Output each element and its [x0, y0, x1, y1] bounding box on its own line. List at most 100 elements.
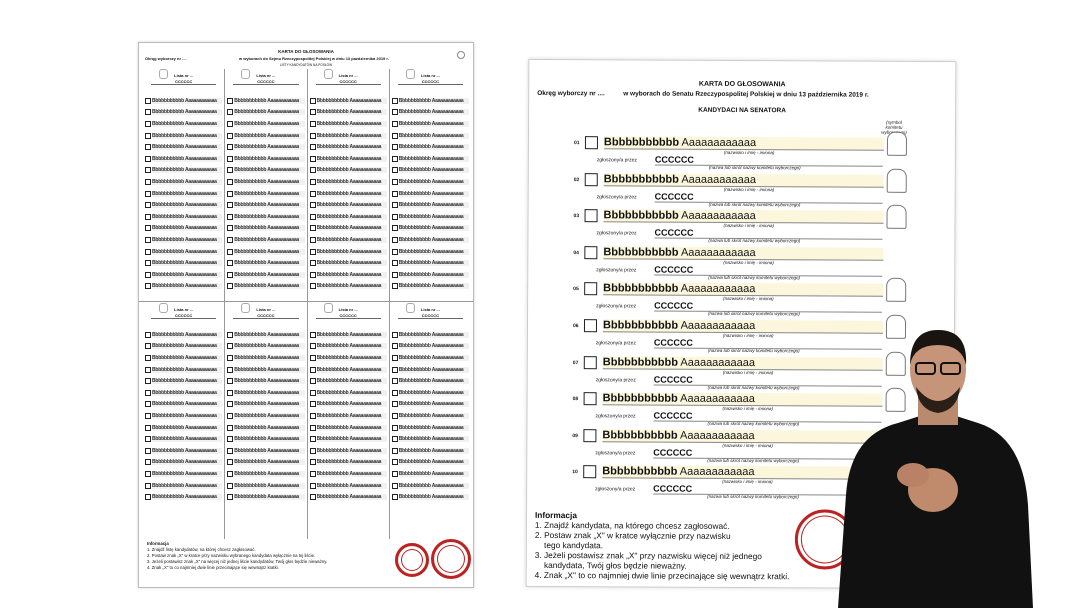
vote-checkbox[interactable]: [227, 283, 234, 290]
vote-checkbox[interactable]: [583, 428, 597, 443]
vote-checkbox[interactable]: [391, 202, 398, 209]
vote-checkbox[interactable]: [309, 343, 316, 350]
vote-checkbox[interactable]: [227, 271, 234, 278]
vote-checkbox[interactable]: [391, 331, 398, 338]
vote-checkbox[interactable]: [227, 236, 234, 243]
vote-checkbox[interactable]: [391, 354, 398, 361]
vote-checkbox[interactable]: [227, 109, 234, 116]
vote-checkbox[interactable]: [391, 401, 398, 408]
vote-checkbox[interactable]: [391, 190, 398, 197]
vote-checkbox[interactable]: [227, 190, 234, 197]
vote-checkbox[interactable]: [583, 392, 597, 406]
vote-checkbox[interactable]: [391, 248, 398, 255]
vote-checkbox[interactable]: [391, 236, 398, 243]
vote-checkbox[interactable]: [145, 178, 151, 185]
vote-checkbox[interactable]: [145, 447, 151, 454]
vote-checkbox[interactable]: [309, 482, 316, 489]
vote-checkbox[interactable]: [391, 167, 398, 174]
vote-checkbox[interactable]: [583, 355, 597, 369]
vote-checkbox[interactable]: [227, 366, 234, 373]
vote-checkbox[interactable]: [227, 155, 234, 162]
vote-checkbox[interactable]: [584, 172, 598, 186]
vote-checkbox[interactable]: [145, 248, 151, 255]
vote-checkbox[interactable]: [145, 331, 151, 338]
vote-checkbox[interactable]: [145, 283, 151, 290]
vote-checkbox[interactable]: [227, 167, 234, 174]
vote-checkbox[interactable]: [309, 248, 316, 255]
vote-checkbox[interactable]: [309, 167, 316, 174]
vote-checkbox[interactable]: [391, 389, 398, 396]
vote-checkbox[interactable]: [145, 97, 151, 104]
vote-checkbox[interactable]: [584, 282, 598, 296]
vote-checkbox[interactable]: [583, 465, 597, 479]
vote-checkbox[interactable]: [309, 470, 316, 477]
vote-checkbox[interactable]: [391, 213, 398, 220]
vote-checkbox[interactable]: [391, 482, 398, 489]
vote-checkbox[interactable]: [584, 136, 598, 150]
vote-checkbox[interactable]: [391, 470, 398, 477]
vote-checkbox[interactable]: [227, 178, 234, 185]
vote-checkbox[interactable]: [309, 389, 316, 396]
vote-checkbox[interactable]: [227, 424, 234, 431]
vote-checkbox[interactable]: [391, 144, 398, 151]
vote-checkbox[interactable]: [391, 109, 398, 116]
vote-checkbox[interactable]: [145, 213, 151, 220]
vote-checkbox[interactable]: [145, 424, 151, 431]
vote-checkbox[interactable]: [309, 331, 316, 338]
vote-checkbox[interactable]: [227, 213, 234, 220]
vote-checkbox[interactable]: [227, 202, 234, 209]
vote-checkbox[interactable]: [309, 97, 316, 104]
vote-checkbox[interactable]: [391, 378, 398, 385]
vote-checkbox[interactable]: [145, 132, 151, 139]
vote-checkbox[interactable]: [145, 225, 151, 232]
vote-checkbox[interactable]: [145, 144, 151, 151]
vote-checkbox[interactable]: [227, 260, 234, 267]
vote-checkbox[interactable]: [145, 470, 151, 477]
vote-checkbox[interactable]: [145, 271, 151, 278]
vote-checkbox[interactable]: [145, 401, 151, 408]
vote-checkbox[interactable]: [309, 109, 316, 116]
vote-checkbox[interactable]: [227, 459, 234, 466]
vote-checkbox[interactable]: [227, 436, 234, 443]
vote-checkbox[interactable]: [145, 120, 151, 127]
vote-checkbox[interactable]: [309, 225, 316, 232]
vote-checkbox[interactable]: [309, 447, 316, 454]
vote-checkbox[interactable]: [227, 132, 234, 139]
vote-checkbox[interactable]: [391, 120, 398, 127]
vote-checkbox[interactable]: [227, 331, 234, 338]
vote-checkbox[interactable]: [145, 389, 151, 396]
vote-checkbox[interactable]: [227, 97, 234, 104]
vote-checkbox[interactable]: [391, 343, 398, 350]
vote-checkbox[interactable]: [309, 354, 316, 361]
vote-checkbox[interactable]: [227, 447, 234, 454]
vote-checkbox[interactable]: [309, 132, 316, 139]
vote-checkbox[interactable]: [145, 378, 151, 385]
vote-checkbox[interactable]: [145, 343, 151, 350]
vote-checkbox[interactable]: [145, 354, 151, 361]
vote-checkbox[interactable]: [145, 494, 151, 501]
vote-checkbox[interactable]: [391, 412, 398, 419]
vote-checkbox[interactable]: [309, 120, 316, 127]
vote-checkbox[interactable]: [227, 401, 234, 408]
vote-checkbox[interactable]: [145, 190, 151, 197]
vote-checkbox[interactable]: [391, 132, 398, 139]
vote-checkbox[interactable]: [309, 155, 316, 162]
vote-checkbox[interactable]: [309, 236, 316, 243]
vote-checkbox[interactable]: [145, 366, 151, 373]
vote-checkbox[interactable]: [227, 412, 234, 419]
vote-checkbox[interactable]: [309, 190, 316, 197]
vote-checkbox[interactable]: [309, 202, 316, 209]
vote-checkbox[interactable]: [309, 412, 316, 419]
vote-checkbox[interactable]: [309, 378, 316, 385]
vote-checkbox[interactable]: [145, 109, 151, 116]
vote-checkbox[interactable]: [227, 482, 234, 489]
vote-checkbox[interactable]: [145, 260, 151, 267]
vote-checkbox[interactable]: [227, 354, 234, 361]
vote-checkbox[interactable]: [309, 283, 316, 290]
vote-checkbox[interactable]: [145, 436, 151, 443]
vote-checkbox[interactable]: [145, 412, 151, 419]
vote-checkbox[interactable]: [309, 436, 316, 443]
vote-checkbox[interactable]: [391, 178, 398, 185]
vote-checkbox[interactable]: [584, 245, 598, 260]
vote-checkbox[interactable]: [309, 459, 316, 466]
